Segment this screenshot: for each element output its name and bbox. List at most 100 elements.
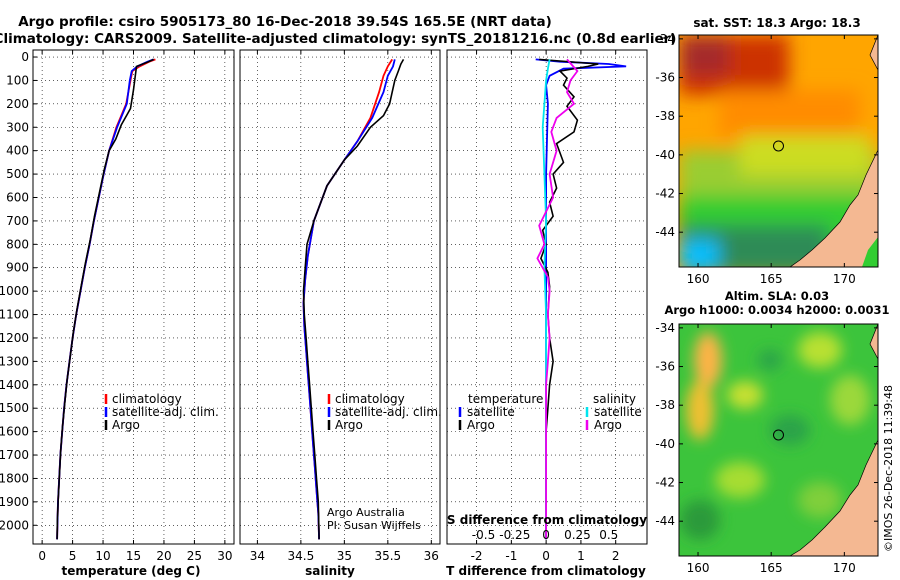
- sla-map: Altim. SLA: 0.03 Argo h1000: 0.0034 h200…: [655, 289, 889, 575]
- lat-tick-label: -40: [655, 437, 675, 451]
- legend-label: climatology: [112, 392, 182, 406]
- lat-tick-label: -36: [655, 71, 675, 85]
- temperature-xlabel: temperature (deg C): [62, 564, 201, 578]
- x-tick-label: 10: [95, 549, 110, 563]
- depth-tick-label: 1400: [0, 378, 29, 392]
- lon-tick-label: 170: [833, 272, 856, 286]
- depth-tick-label: 1800: [0, 471, 29, 485]
- s-tick-label: 0.5: [599, 528, 618, 542]
- series-line-climatology: [302, 58, 393, 540]
- legend-title-salinity: salinity: [593, 392, 636, 406]
- series-line-s-satellite: [541, 59, 551, 540]
- lat-tick-label: -44: [655, 225, 675, 239]
- depth-tick-label: 1900: [0, 495, 29, 509]
- x-tick-label: 34: [250, 549, 265, 563]
- sst-map-title: sat. SST: 18.3 Argo: 18.3: [693, 16, 860, 30]
- depth-tick-label: 1200: [0, 331, 29, 345]
- lat-tick-label: -40: [655, 148, 675, 162]
- depth-tick-label: 0: [21, 50, 29, 64]
- header-line-2: Climatology: CARS2009. Satellite-adjuste…: [0, 31, 676, 47]
- depth-tick-label: 1500: [0, 401, 29, 415]
- sst-argo-location-marker: [773, 140, 784, 152]
- lat-tick-label: -38: [655, 109, 675, 123]
- legend-label: Argo: [112, 418, 140, 432]
- depth-tick-label: 500: [6, 167, 29, 181]
- depth-tick-label: 300: [6, 120, 29, 134]
- x-tick-label: -2: [471, 549, 483, 563]
- lat-tick-label: -42: [655, 187, 675, 201]
- legend-label: satellite-adj. clim.: [112, 405, 219, 419]
- salinity-panel: 34 34.5 35 35.5 36 salinity climatologysatel…: [239, 49, 442, 578]
- lon-tick-label: 170: [833, 561, 856, 575]
- s-difference-label: S difference from climatology: [447, 513, 647, 527]
- x-tick-label: 20: [156, 549, 171, 563]
- temperature-panel: 0 5 10 15 20 25 30 0 100 200 300 400 500 600 700 800 90…: [0, 49, 235, 578]
- lat-tick-label: -38: [655, 398, 675, 412]
- legend-label: satellite: [467, 405, 515, 419]
- depth-tick-label: 900: [6, 261, 29, 275]
- x-tick-label: 2: [612, 549, 620, 563]
- x-tick-label: -1: [505, 549, 517, 563]
- series-line-argo: [56, 58, 154, 540]
- sla-argo-location-marker: [773, 429, 784, 441]
- x-tick-label: 25: [187, 549, 202, 563]
- sla-map-subtitle: Argo h1000: 0.0034 h2000: 0.0031: [664, 303, 889, 317]
- depth-tick-label: 100: [6, 73, 29, 87]
- x-tick-label: 36: [424, 549, 439, 563]
- legend-label: satellite: [594, 405, 642, 419]
- sla-map-title: Altim. SLA: 0.03: [725, 289, 829, 303]
- depth-tick-label: 600: [6, 190, 29, 204]
- x-tick-label: 15: [126, 549, 141, 563]
- depth-tick-label: 800: [6, 237, 29, 251]
- x-tick-label: 34.5: [288, 549, 315, 563]
- depth-tick-label: 1600: [0, 425, 29, 439]
- legend-label: Argo: [594, 418, 622, 432]
- lon-tick-label: 160: [687, 561, 710, 575]
- legend-label: climatology: [335, 392, 405, 406]
- s-tick-label: 0.25: [564, 528, 591, 542]
- series-line-s-argo: [536, 58, 579, 540]
- x-tick-label: 0: [38, 549, 46, 563]
- lon-tick-label: 160: [687, 272, 710, 286]
- legend-label: satellite-adj. clim.: [335, 405, 442, 419]
- lat-tick-label: -34: [655, 32, 675, 46]
- legend-title-temperature: temperature: [468, 392, 543, 406]
- t-difference-xlabel: T difference from climatology: [446, 564, 646, 578]
- depth-tick-label: 2000: [0, 518, 29, 532]
- s-tick-label: -0.5: [472, 528, 495, 542]
- x-tick-label: 1: [577, 549, 585, 563]
- lat-tick-label: -42: [655, 476, 675, 490]
- header-line-1: Argo profile: csiro 5905173_80 16-Dec-20…: [18, 14, 552, 30]
- depth-tick-label: 1300: [0, 354, 29, 368]
- series-line-satellite-adj-clim-: [302, 59, 396, 540]
- salinity-xlabel: salinity: [305, 564, 355, 578]
- depth-tick-label: 700: [6, 214, 29, 228]
- s-tick-label: -0.25: [499, 528, 530, 542]
- series-line-argo: [302, 59, 405, 540]
- depth-tick-label: 200: [6, 97, 29, 111]
- depth-tick-label: 1700: [0, 448, 29, 462]
- depth-tick-label: 1000: [0, 284, 29, 298]
- imos-timestamp: ©IMOS 26-Dec-2018 11:39:48: [882, 385, 895, 552]
- s-tick-label: 0: [542, 528, 550, 542]
- x-tick-label: 5: [69, 549, 77, 563]
- lat-tick-label: -34: [655, 321, 675, 335]
- argo-australia-note: Argo Australia: [327, 506, 405, 519]
- lon-tick-label: 165: [760, 561, 783, 575]
- difference-panel: -2 -1 0 1 2 -0.5 -0.25 0 0.25 0.5 S difference f…: [446, 49, 648, 578]
- lon-tick-label: 165: [760, 272, 783, 286]
- x-tick-label: 35.5: [374, 549, 401, 563]
- pi-note: PI: Susan Wijffels: [327, 519, 421, 532]
- x-tick-label: 0: [542, 549, 550, 563]
- depth-tick-label: 1100: [0, 308, 29, 322]
- series-line-satellite-adj-clim-: [56, 58, 154, 540]
- legend-label: Argo: [335, 418, 363, 432]
- x-tick-label: 30: [217, 549, 232, 563]
- sst-map: sat. SST: 18.3 Argo: 18.3 -34 -36 -38 -40 -4…: [655, 16, 879, 286]
- depth-tick-label: 400: [6, 144, 29, 158]
- series-line-climatology: [56, 58, 156, 540]
- lat-tick-label: -44: [655, 514, 675, 528]
- legend-label: Argo: [467, 418, 495, 432]
- x-tick-label: 35: [337, 549, 352, 563]
